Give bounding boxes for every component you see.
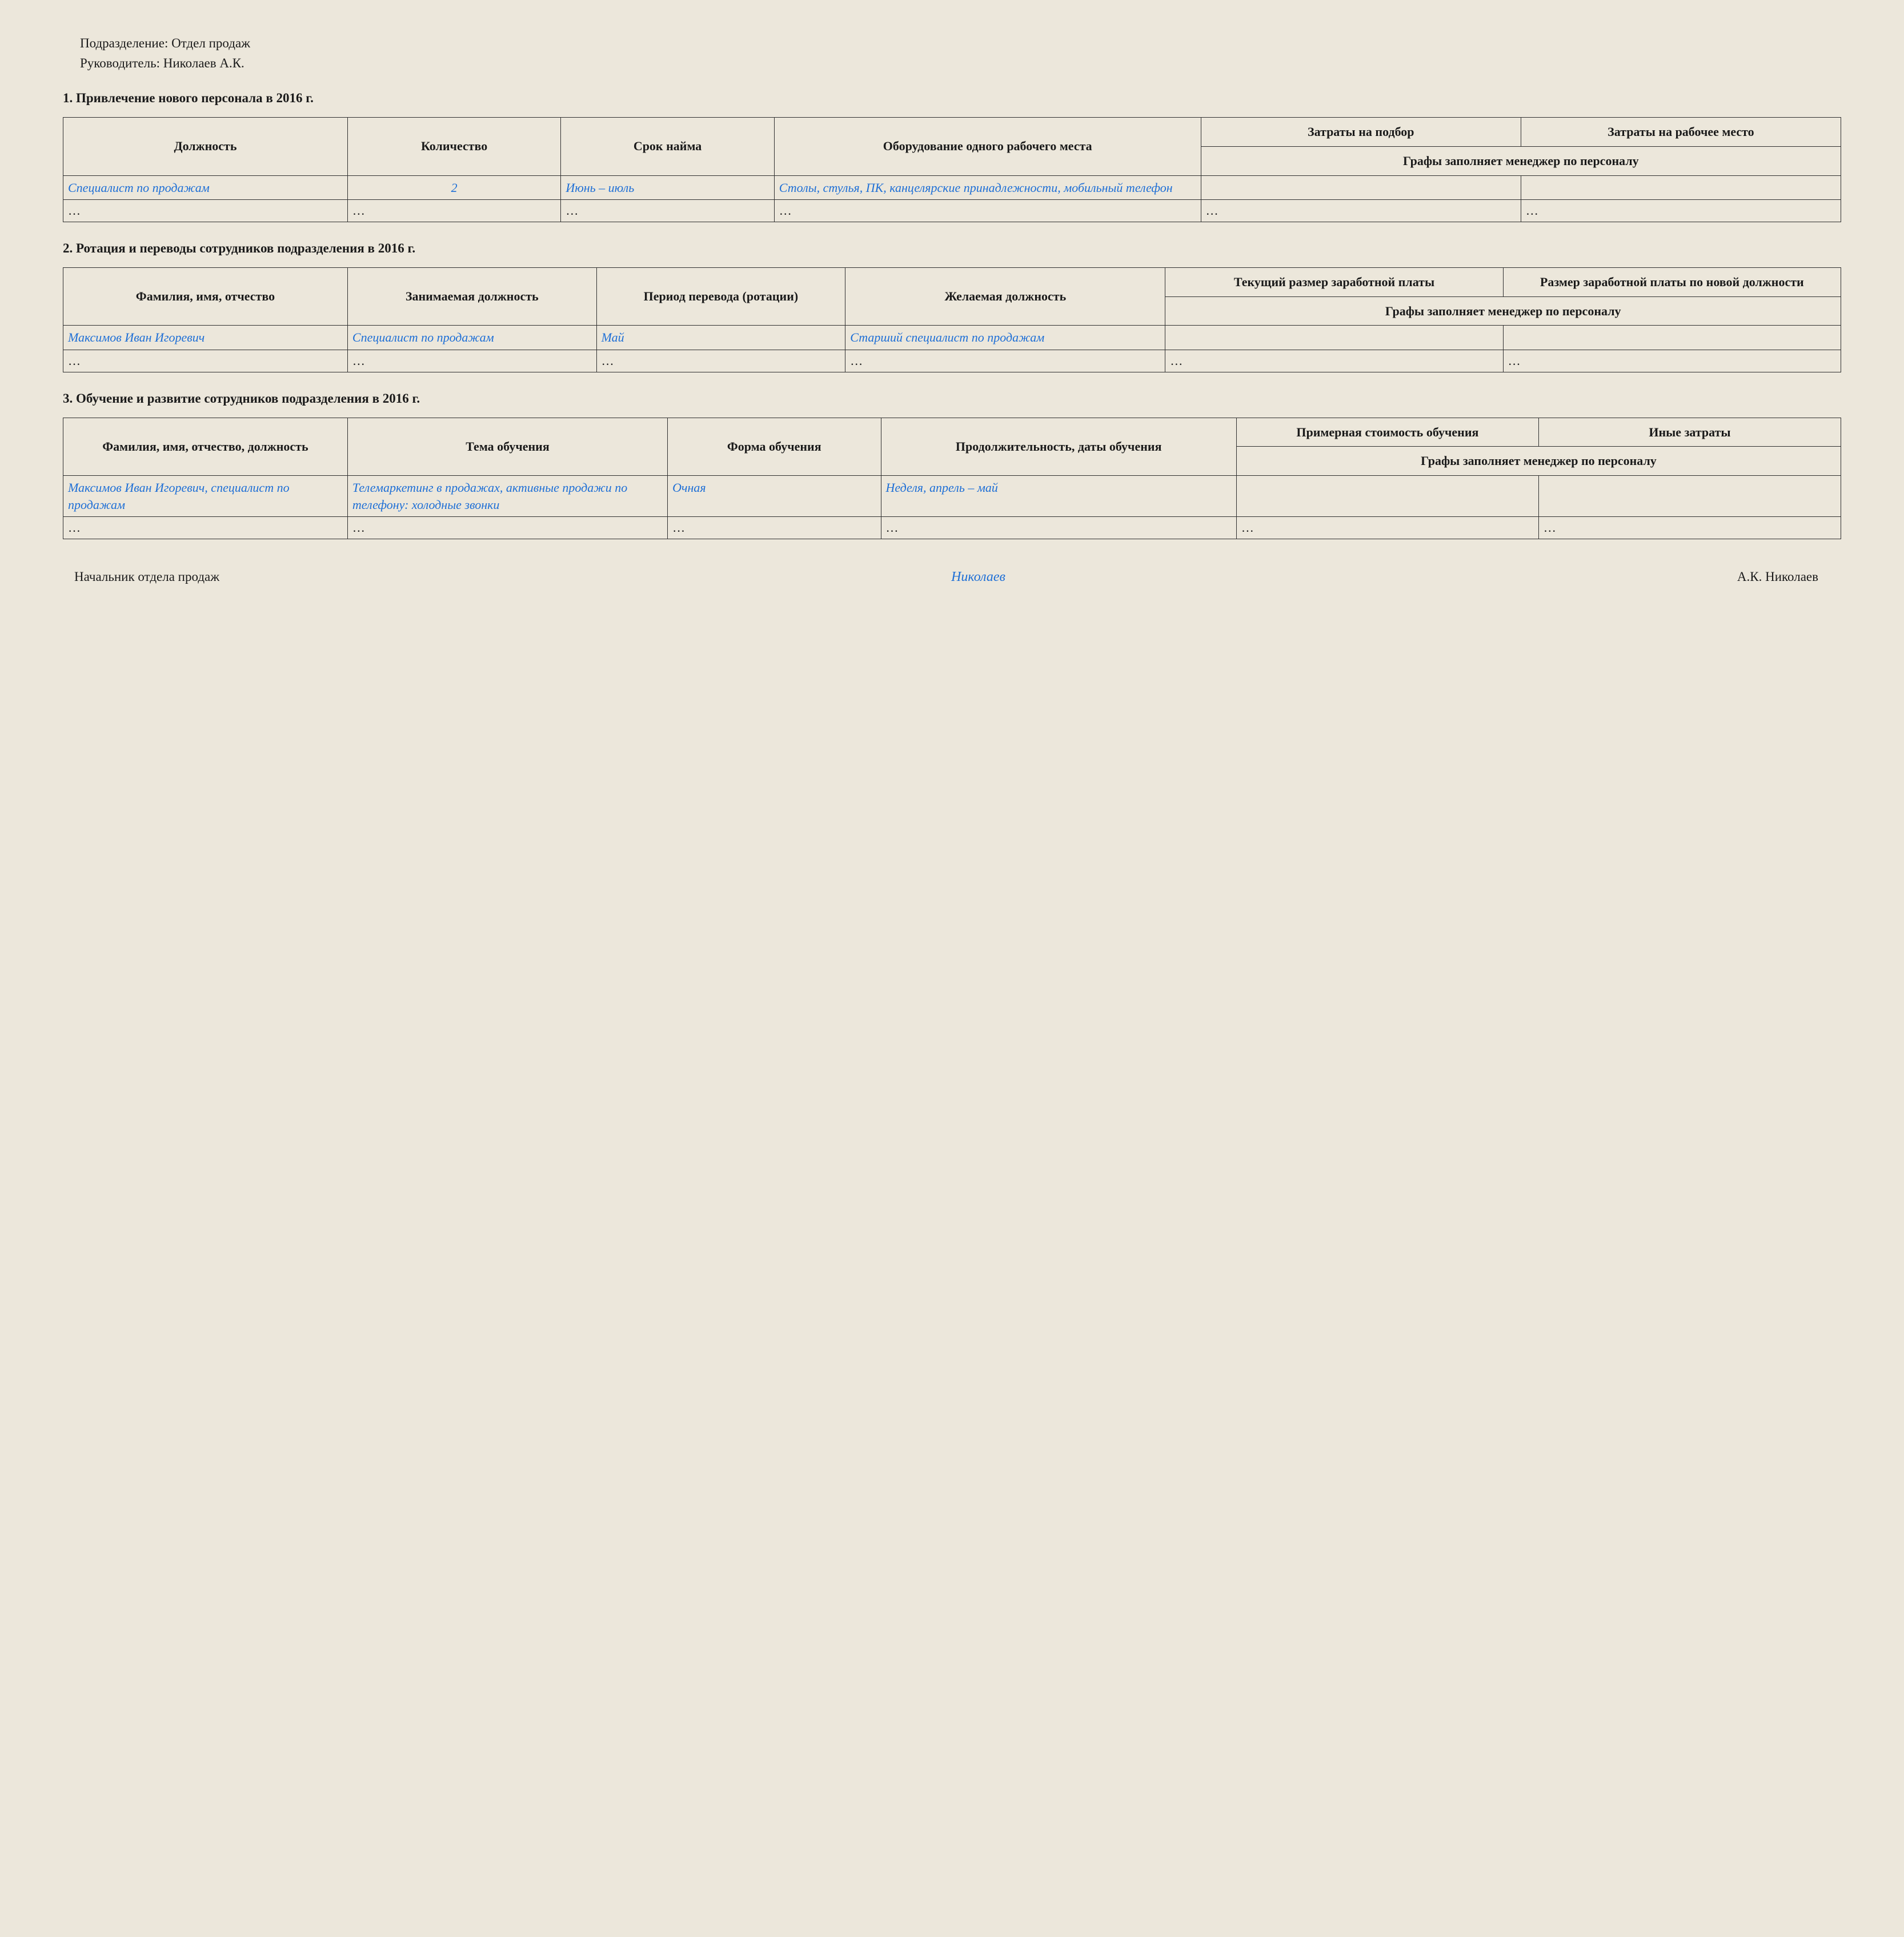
cell-current-salary — [1165, 326, 1503, 350]
col-hire-period: Срок найма — [561, 118, 774, 175]
department-label: Подразделение: — [80, 36, 168, 50]
col-desired-position: Желаемая должность — [845, 267, 1165, 325]
cell-ellipsis: … — [561, 200, 774, 222]
table-row-ellipsis: … … … … … … — [63, 350, 1841, 372]
col-equipment: Оборудование одного рабочего места — [774, 118, 1201, 175]
department-value: Отдел продаж — [171, 36, 250, 50]
table-row: Максимов Иван Игоревич, специалист по пр… — [63, 476, 1841, 517]
table-row-ellipsis: … … … … … … — [63, 200, 1841, 222]
cell-ellipsis: … — [596, 350, 845, 372]
table-header-row: Фамилия, имя, отчество, должность Тема о… — [63, 418, 1841, 447]
col-current-salary: Текущий размер заработной платы — [1165, 267, 1503, 296]
col-recruit-cost: Затраты на подбор — [1201, 118, 1521, 147]
table-row-ellipsis: … … … … … … — [63, 517, 1841, 539]
cell-ellipsis: … — [63, 350, 348, 372]
footer-signature: Николаев — [951, 568, 1005, 586]
section2-title: 2. Ротация и переводы сотрудников подраз… — [63, 239, 1841, 257]
cell-ellipsis: … — [668, 517, 881, 539]
cell-ellipsis: … — [1503, 350, 1841, 372]
cell-ellipsis: … — [1521, 200, 1841, 222]
col-fio: Фамилия, имя, отчество — [63, 267, 348, 325]
cell-ellipsis: … — [1236, 517, 1538, 539]
col-other-cost: Иные затраты — [1538, 418, 1841, 447]
cell-recruit-cost — [1201, 175, 1521, 200]
col-position: Должность — [63, 118, 348, 175]
head-value: Николаев А.К. — [163, 56, 244, 70]
section3-title: 3. Обучение и развитие сотрудников подра… — [63, 390, 1841, 407]
col-hr-note: Графы заполняет менеджер по персоналу — [1165, 296, 1841, 326]
cell-duration: Неделя, апрель – май — [881, 476, 1236, 517]
cell-ellipsis: … — [63, 200, 348, 222]
cell-new-salary — [1503, 326, 1841, 350]
cell-fio: Максимов Иван Игоревич — [63, 326, 348, 350]
col-hr-note: Графы заполняет менеджер по персоналу — [1236, 447, 1841, 476]
col-form: Форма обучения — [668, 418, 881, 475]
col-duration: Продолжительность, даты обучения — [881, 418, 1236, 475]
cell-ellipsis: … — [1538, 517, 1841, 539]
cell-transfer-period: Май — [596, 326, 845, 350]
cell-ellipsis: … — [774, 200, 1201, 222]
col-transfer-period: Период перевода (ротации) — [596, 267, 845, 325]
cell-equipment: Столы, стулья, ПК, канцелярские принадле… — [774, 175, 1201, 200]
cell-ellipsis: … — [1165, 350, 1503, 372]
cell-count: 2 — [347, 175, 560, 200]
cell-desired-position: Старший специалист по продажам — [845, 326, 1165, 350]
col-workplace-cost: Затраты на рабочее место — [1521, 118, 1841, 147]
cell-hire-period: Июнь – июль — [561, 175, 774, 200]
table-header-row: Фамилия, имя, отчество Занимаемая должно… — [63, 267, 1841, 296]
cell-ellipsis: … — [347, 350, 596, 372]
cell-ellipsis: … — [347, 517, 667, 539]
head-line: Руководитель: Николаев А.К. — [80, 54, 1841, 72]
table-header-row: Должность Количество Срок найма Оборудов… — [63, 118, 1841, 147]
table-training: Фамилия, имя, отчество, должность Тема о… — [63, 418, 1841, 539]
section1-title: 1. Привлечение нового персонала в 2016 г… — [63, 89, 1841, 107]
cell-other-cost — [1538, 476, 1841, 517]
document-footer: Начальник отдела продаж Николаев А.К. Ни… — [63, 568, 1841, 586]
cell-approx-cost — [1236, 476, 1538, 517]
table-row: Максимов Иван Игоревич Специалист по про… — [63, 326, 1841, 350]
table-rotation: Фамилия, имя, отчество Занимаемая должно… — [63, 267, 1841, 372]
cell-position: Специалист по продажам — [63, 175, 348, 200]
cell-ellipsis: … — [347, 200, 560, 222]
cell-workplace-cost — [1521, 175, 1841, 200]
cell-ellipsis: … — [845, 350, 1165, 372]
footer-name: А.К. Николаев — [1737, 568, 1818, 585]
col-fio-pos: Фамилия, имя, отчество, должность — [63, 418, 348, 475]
cell-ellipsis: … — [1201, 200, 1521, 222]
department-line: Подразделение: Отдел продаж — [80, 34, 1841, 52]
table-recruitment: Должность Количество Срок найма Оборудов… — [63, 117, 1841, 222]
col-approx-cost: Примерная стоимость обучения — [1236, 418, 1538, 447]
table-row: Специалист по продажам 2 Июнь – июль Сто… — [63, 175, 1841, 200]
cell-ellipsis: … — [63, 517, 348, 539]
cell-current-position: Специалист по продажам — [347, 326, 596, 350]
cell-topic: Телемаркетинг в продажах, активные прода… — [347, 476, 667, 517]
col-current-position: Занимаемая должность — [347, 267, 596, 325]
document-header: Подразделение: Отдел продаж Руководитель… — [80, 34, 1841, 72]
cell-fio-pos: Максимов Иван Игоревич, специалист по пр… — [63, 476, 348, 517]
col-new-salary: Размер заработной платы по новой должнос… — [1503, 267, 1841, 296]
head-label: Руководитель: — [80, 56, 160, 70]
col-count: Количество — [347, 118, 560, 175]
footer-title: Начальник отдела продаж — [74, 568, 219, 585]
col-hr-note: Графы заполняет менеджер по персоналу — [1201, 146, 1841, 175]
col-topic: Тема обучения — [347, 418, 667, 475]
cell-form: Очная — [668, 476, 881, 517]
cell-ellipsis: … — [881, 517, 1236, 539]
